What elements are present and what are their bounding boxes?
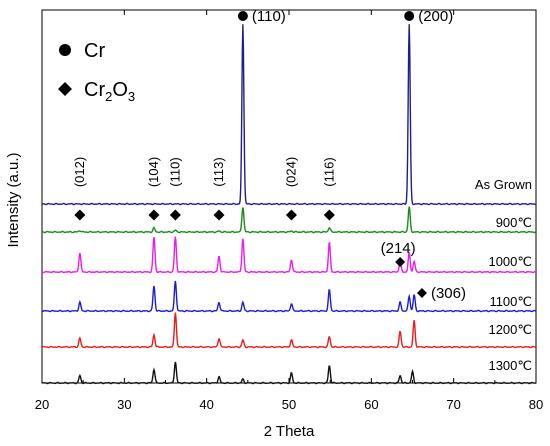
peak-label: (214) bbox=[381, 240, 416, 257]
series-line bbox=[41, 206, 537, 234]
peak-label: (110) bbox=[252, 8, 286, 25]
axis-layer: 20 30 40 50 60 70 80 bbox=[35, 10, 543, 412]
series-line bbox=[42, 24, 537, 206]
cr2o3-marker bbox=[323, 209, 335, 221]
series-label: As Grown bbox=[475, 177, 532, 192]
plot-frame bbox=[41, 9, 537, 384]
legend-cr2o3-marker bbox=[58, 82, 72, 96]
x-tick-label: 30 bbox=[117, 397, 131, 412]
cr2o3-marker bbox=[395, 257, 406, 267]
peak-label: (104) bbox=[146, 157, 161, 187]
series-line bbox=[41, 312, 537, 349]
peak-label: (116) bbox=[321, 157, 336, 186]
peak-label: (200) bbox=[418, 8, 453, 25]
x-tick-label: 80 bbox=[529, 397, 543, 412]
y-axis-label: Intensity (a.u.) bbox=[5, 152, 22, 247]
series-label: 1300℃ bbox=[488, 358, 532, 373]
annotation-layer: (110) (200) (012) (104) (110) (113) (024) (116)… bbox=[72, 8, 466, 302]
x-axis-label: 2 Theta bbox=[264, 423, 315, 440]
series-label: 1200℃ bbox=[488, 322, 532, 337]
cr-marker bbox=[237, 11, 248, 21]
peak-label: (110) bbox=[167, 157, 182, 186]
x-tick-label: 50 bbox=[282, 397, 296, 412]
legend-cr-label: Cr bbox=[84, 40, 105, 62]
peak-label: (113) bbox=[211, 157, 226, 186]
cr2o3-marker bbox=[285, 209, 297, 221]
peak-label: (306) bbox=[431, 285, 466, 302]
legend: Cr Cr2O3 bbox=[58, 40, 135, 104]
x-tick-label: 20 bbox=[35, 397, 49, 412]
x-tick-label: 60 bbox=[364, 397, 378, 412]
series-line bbox=[41, 280, 537, 313]
cr2o3-marker bbox=[416, 288, 427, 298]
series-label: 1000℃ bbox=[488, 254, 532, 269]
peak-label: (012) bbox=[72, 157, 87, 187]
cr2o3-marker bbox=[169, 209, 181, 221]
series-label: 900℃ bbox=[496, 215, 532, 230]
legend-cr2o3-label: Cr2O3 bbox=[84, 79, 135, 104]
cr2o3-marker bbox=[213, 209, 225, 221]
legend-cr-marker bbox=[59, 44, 71, 56]
peak-label: (024) bbox=[283, 157, 298, 187]
cr2o3-marker bbox=[148, 209, 160, 221]
x-tick-label: 70 bbox=[446, 397, 460, 412]
cr-marker bbox=[404, 11, 415, 21]
series-line bbox=[41, 236, 537, 274]
x-tick-label: 40 bbox=[199, 397, 213, 412]
cr2o3-marker bbox=[74, 209, 86, 221]
series-label: 1100℃ bbox=[489, 294, 532, 309]
